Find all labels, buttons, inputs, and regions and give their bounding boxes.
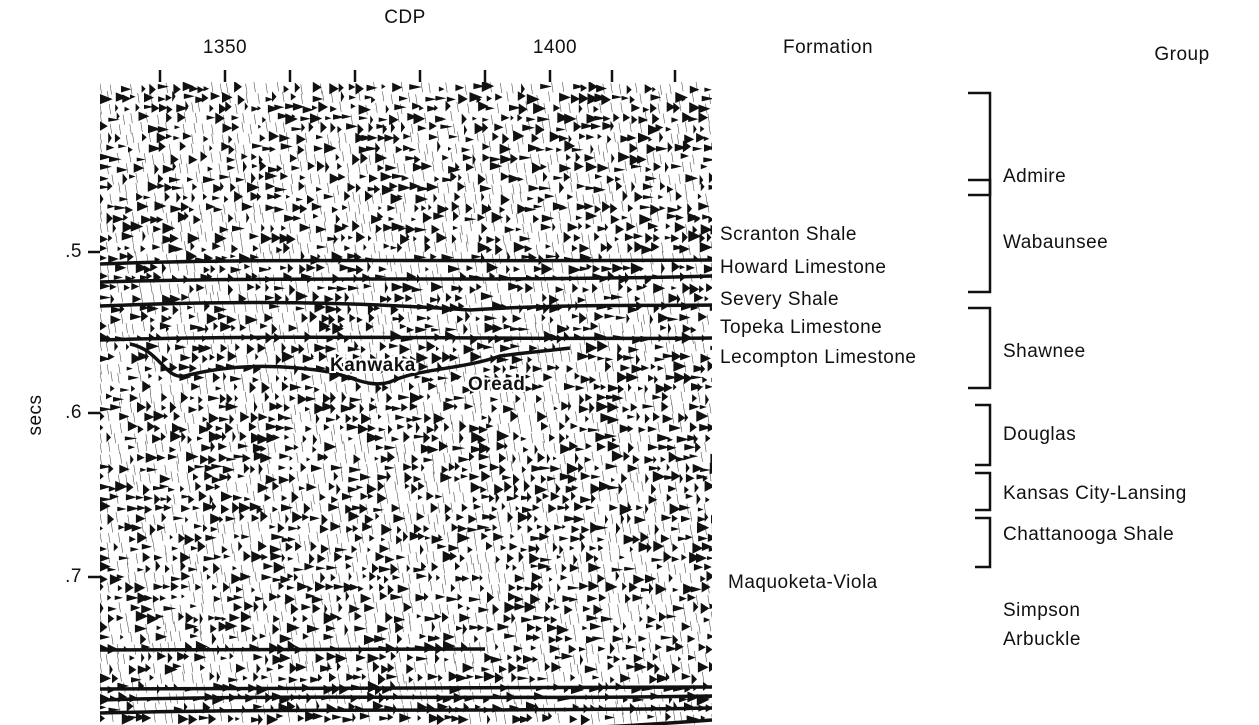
section-label: Kanwaka bbox=[330, 355, 416, 376]
horizon bbox=[99, 647, 486, 652]
group-label: Arbuckle bbox=[1003, 629, 1081, 650]
formation-label: Scranton Shale bbox=[720, 224, 857, 245]
ticks bbox=[88, 70, 677, 579]
group-label: Admire bbox=[1003, 166, 1066, 187]
horizon bbox=[129, 342, 571, 386]
group-brackets bbox=[968, 91, 992, 569]
horizon bbox=[99, 706, 713, 715]
formation-label: Lecompton Limestone bbox=[720, 347, 916, 368]
bracket bbox=[975, 516, 992, 569]
bracket bbox=[975, 471, 992, 512]
group-label: Douglas bbox=[1003, 424, 1076, 445]
bracket bbox=[968, 91, 992, 197]
x-tick-label: 1350 bbox=[203, 37, 247, 58]
group-header: Group bbox=[1154, 44, 1209, 65]
formation-header: Formation bbox=[783, 37, 873, 58]
group-label: Shawnee bbox=[1003, 341, 1086, 362]
horizon bbox=[99, 258, 713, 266]
seismic-section bbox=[100, 82, 712, 725]
group-label: Simpson bbox=[1003, 600, 1080, 621]
horizon bbox=[99, 685, 713, 691]
section-label: Oread bbox=[468, 374, 525, 395]
formation-label: Maquoketa-Viola bbox=[728, 572, 878, 593]
horizon bbox=[99, 694, 713, 702]
formation-label: Howard Limestone bbox=[720, 257, 886, 278]
horizon bbox=[99, 300, 713, 312]
formation-label: Severy Shale bbox=[720, 289, 839, 310]
horizon bbox=[99, 335, 713, 342]
y-title: secs bbox=[25, 394, 46, 435]
bracket bbox=[968, 306, 992, 390]
x-title: CDP bbox=[384, 7, 426, 28]
horizon bbox=[99, 274, 713, 284]
y-tick-label: .6 bbox=[65, 402, 82, 423]
wiggle-fill bbox=[100, 82, 712, 725]
group-label: Wabaunsee bbox=[1003, 232, 1108, 253]
bracket bbox=[968, 178, 992, 294]
y-tick-label: .7 bbox=[65, 566, 82, 587]
horizons bbox=[99, 258, 713, 725]
group-label: Kansas City-Lansing bbox=[1003, 483, 1187, 504]
formation-label: Topeka Limestone bbox=[720, 317, 882, 338]
y-tick-label: .5 bbox=[65, 241, 82, 262]
bracket bbox=[975, 403, 992, 467]
group-label: Chattanooga Shale bbox=[1003, 524, 1174, 545]
x-tick-label: 1400 bbox=[533, 37, 577, 58]
